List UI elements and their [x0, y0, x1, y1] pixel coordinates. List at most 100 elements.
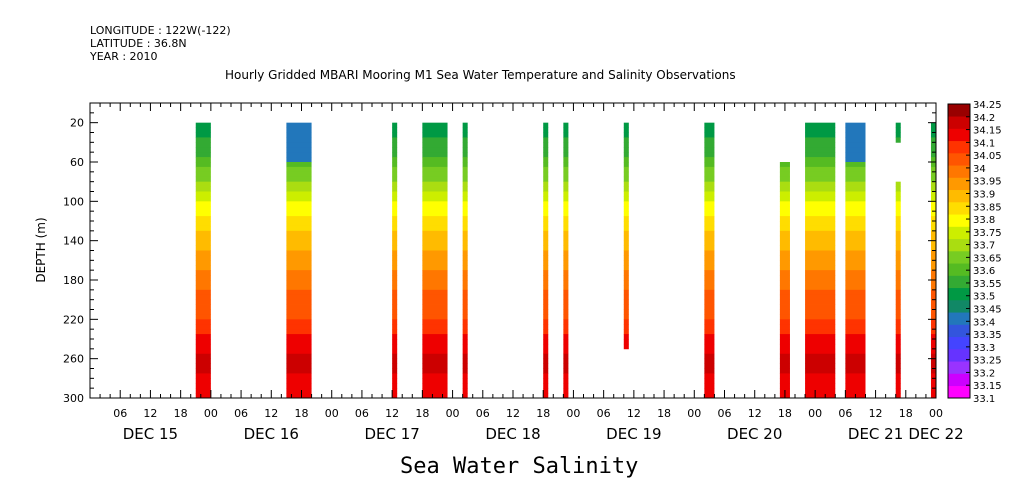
data-cell — [779, 216, 790, 222]
x-tick-label: 06 — [355, 407, 369, 420]
data-cell — [422, 270, 448, 276]
data-cell — [563, 383, 569, 389]
data-cell — [704, 280, 715, 286]
colorbar: 33.1 33.15 33.233.25 33.3 33.35 33.433.45 33.5… — [947, 100, 1002, 405]
data-cell — [392, 353, 398, 360]
data-column — [845, 122, 866, 399]
data-cell — [563, 299, 569, 305]
data-cell — [845, 201, 866, 207]
x-tick-label: 00 — [204, 407, 218, 420]
data-cell — [462, 127, 468, 133]
data-cell — [286, 157, 312, 163]
data-cell — [895, 319, 901, 325]
data-cell — [195, 137, 211, 143]
data-cell — [779, 378, 790, 384]
data-cell — [422, 211, 448, 217]
x-tick-label: 00 — [687, 407, 701, 420]
data-cell — [422, 206, 448, 212]
data-cell — [392, 378, 398, 384]
data-cell — [543, 329, 549, 335]
data-cell — [779, 334, 790, 340]
data-cell — [895, 191, 901, 197]
data-cell — [704, 363, 715, 369]
x-tick-label: 12 — [627, 407, 641, 420]
data-cell — [805, 122, 836, 128]
data-cell — [845, 388, 866, 394]
colorbar-label: 33.45 — [973, 305, 1002, 316]
data-cell — [623, 270, 629, 276]
data-cell — [195, 368, 211, 374]
data-cell — [930, 157, 936, 163]
data-cell — [779, 270, 790, 276]
data-cell — [845, 275, 866, 281]
data-cell — [462, 393, 468, 399]
data-cell — [704, 299, 715, 305]
data-cell — [930, 162, 936, 168]
data-cell — [195, 127, 211, 133]
data-cell — [704, 334, 715, 340]
data-cell — [462, 383, 468, 389]
data-cell — [779, 289, 790, 296]
colorbar-swatch — [948, 140, 970, 154]
data-cell — [195, 280, 211, 286]
data-cell — [563, 309, 569, 315]
y-tick-label: 300 — [63, 392, 84, 405]
data-cell — [286, 176, 312, 183]
data-cell — [704, 250, 715, 256]
data-cell — [422, 137, 448, 143]
data-cell — [895, 221, 901, 227]
data-cell — [286, 211, 312, 217]
data-cell — [422, 166, 448, 173]
data-cell — [392, 132, 398, 138]
data-cell — [392, 299, 398, 305]
data-cell — [422, 348, 448, 355]
data-cell — [462, 235, 468, 242]
y-axis-label: DEPTH (m) — [34, 217, 48, 282]
data-cell — [286, 221, 312, 227]
data-cell — [805, 181, 836, 187]
data-cell — [845, 378, 866, 384]
data-cell — [805, 211, 836, 217]
data-cell — [563, 181, 569, 187]
data-cell — [543, 181, 549, 187]
data-cell — [462, 329, 468, 335]
colorbar-label: 33.9 — [973, 189, 995, 200]
colorbar-swatch — [948, 349, 970, 362]
data-cell — [930, 289, 936, 296]
data-cell — [563, 388, 569, 394]
data-cell — [543, 176, 549, 183]
data-cell — [779, 280, 790, 286]
data-cell — [543, 255, 549, 261]
data-cell — [704, 309, 715, 315]
data-cell — [422, 157, 448, 163]
data-cell — [195, 122, 211, 128]
data-cell — [422, 181, 448, 187]
data-cell — [286, 304, 312, 310]
data-cell — [392, 245, 398, 251]
colorbar-swatch — [948, 385, 970, 399]
data-cell — [845, 171, 866, 178]
data-cell — [704, 304, 715, 310]
data-cell — [286, 142, 312, 148]
data-cell — [462, 186, 468, 192]
data-cell — [462, 319, 468, 325]
data-cell — [392, 363, 398, 369]
data-cell — [422, 280, 448, 286]
data-cell — [195, 334, 211, 340]
data-cell — [392, 294, 398, 301]
data-cell — [805, 245, 836, 251]
data-cell — [422, 245, 448, 251]
data-cell — [930, 368, 936, 374]
data-cell — [392, 176, 398, 183]
data-cell — [392, 284, 398, 291]
data-cell — [392, 348, 398, 355]
data-cell — [392, 162, 398, 168]
data-cell — [195, 265, 211, 271]
data-cell — [543, 358, 549, 364]
data-cell — [422, 221, 448, 227]
data-cell — [543, 147, 549, 153]
data-cell — [543, 284, 549, 291]
colorbar-label: 33.3 — [973, 343, 995, 354]
data-cell — [930, 152, 936, 158]
data-column — [563, 122, 569, 399]
